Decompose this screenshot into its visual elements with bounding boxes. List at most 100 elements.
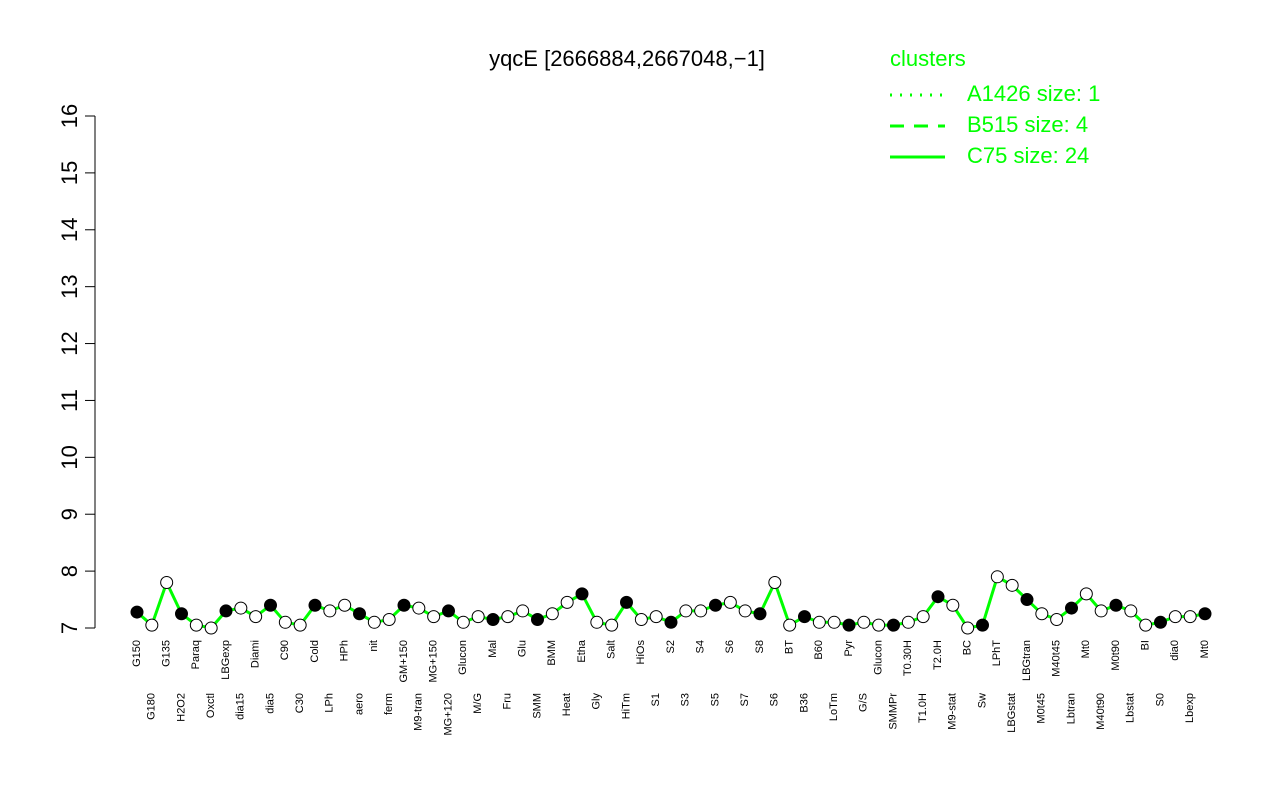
x-tick-label: Etha (576, 639, 588, 663)
point (694, 604, 708, 618)
x-tick-label: LoTm (828, 693, 840, 721)
point (367, 615, 381, 629)
point (516, 604, 530, 618)
point (308, 598, 322, 612)
x-tick-label: ferm (383, 693, 395, 715)
point (189, 618, 203, 632)
x-tick-label: dia15 (235, 693, 247, 720)
point (1035, 607, 1049, 621)
point (1124, 604, 1138, 618)
point (649, 610, 663, 624)
point (234, 601, 248, 615)
point (605, 618, 619, 632)
x-tick-label: M40t45 (1051, 640, 1063, 677)
x-tick-label: Glu (517, 640, 529, 657)
x-tick-label: dia0 (1169, 640, 1181, 661)
x-tick-label: Glucon (873, 640, 885, 675)
point (634, 612, 648, 626)
x-tick-label: HPh (339, 640, 351, 661)
point (931, 590, 945, 604)
y-tick-label: 13 (57, 274, 82, 298)
x-tick-label: Lbexp (1184, 693, 1196, 723)
point (901, 615, 915, 629)
x-tick-label: B36 (798, 693, 810, 713)
x-tick-label: S8 (754, 640, 766, 653)
y-tick-label: 7 (57, 622, 82, 634)
point (353, 607, 366, 621)
x-tick-label: Fru (502, 693, 514, 710)
x-tick-label: Mt0 (1199, 640, 1211, 658)
point (976, 618, 989, 632)
point (842, 618, 856, 632)
x-tick-label: BT (784, 640, 796, 654)
x-tick-label: Diami (250, 640, 262, 668)
x-tick-label: Gly (591, 693, 603, 710)
point (590, 615, 604, 629)
point (753, 607, 767, 621)
point (738, 604, 752, 618)
point (1168, 610, 1182, 624)
x-tick-label: Lbstat (1125, 693, 1137, 723)
x-tick-label: dia5 (264, 693, 276, 714)
x-tick-label: M40t90 (1095, 693, 1107, 730)
y-tick-label: 8 (57, 565, 82, 577)
point (130, 605, 144, 619)
x-tick-label: S6 (769, 693, 781, 706)
x-tick-label: H2O2 (175, 693, 187, 722)
x-tick-label: Mt0 (1080, 640, 1092, 658)
chart-title: yqcE [2666884,2667048,−1] (489, 46, 765, 71)
x-tick-label: Cold (309, 640, 321, 663)
point (219, 604, 233, 618)
y-tick-label: 16 (57, 104, 82, 128)
x-tick-label: MG+120 (442, 693, 454, 736)
x-tick-label: BI (1140, 640, 1152, 650)
x-tick-label: S5 (709, 693, 721, 706)
point (145, 618, 159, 632)
point (456, 615, 470, 629)
y-tick-label: 12 (57, 331, 82, 355)
x-tick-label: M9-tran (413, 693, 425, 731)
point (427, 610, 441, 624)
x-tick-label: G150 (131, 640, 143, 667)
point (278, 615, 292, 629)
point (501, 610, 515, 624)
x-tick-label: GM+150 (398, 640, 410, 683)
point (679, 604, 693, 618)
point (1154, 615, 1167, 629)
point (798, 610, 811, 624)
point (1198, 607, 1212, 621)
point (990, 570, 1004, 584)
point (382, 612, 396, 626)
x-tick-label: S6 (724, 640, 736, 653)
x-tick-label: BC (962, 640, 974, 655)
point (575, 587, 589, 601)
y-tick-label: 14 (57, 218, 82, 242)
point (961, 621, 975, 635)
point (723, 595, 737, 609)
x-tick-label: M0t90 (1110, 640, 1122, 671)
point (1183, 610, 1197, 624)
x-tick-label: S2 (665, 640, 677, 653)
x-tick-label: Sw (976, 693, 988, 708)
y-tick-label: 10 (57, 445, 82, 469)
point (857, 615, 871, 629)
legend-label: A1426 size: 1 (967, 81, 1100, 106)
x-tick-label: LPhT (991, 640, 1003, 667)
point (1139, 618, 1153, 632)
x-tick-label: T0.30H (902, 640, 914, 676)
x-tick-label: B60 (813, 640, 825, 660)
point (709, 598, 722, 612)
x-tick-label: LBGexp (220, 640, 232, 680)
x-tick-label: G135 (161, 640, 173, 667)
point (338, 598, 352, 612)
x-tick-label: M/G (472, 693, 484, 714)
x-tick-label: SMM (531, 693, 543, 719)
legend-title: clusters (890, 46, 966, 71)
x-tick-label: M9-stat (947, 693, 959, 730)
point (264, 598, 277, 612)
x-tick-label: nit (368, 640, 380, 652)
y-tick-label: 11 (57, 389, 82, 412)
point (175, 607, 188, 621)
x-tick-label: S1 (650, 693, 662, 706)
